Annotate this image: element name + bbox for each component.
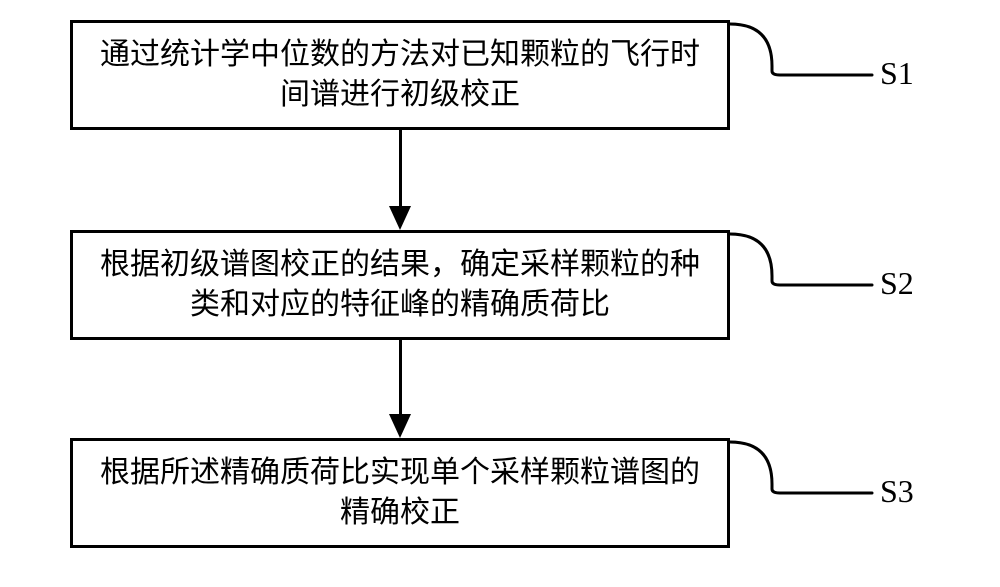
- step-label-s1: S1: [880, 55, 914, 92]
- arrow-line-s1-s2: [399, 130, 402, 206]
- label-connector-s2: [730, 234, 872, 285]
- step-box-s3: 根据所述精确质荷比实现单个采样颗粒谱图的精确校正: [70, 438, 730, 548]
- step-box-s2: 根据初级谱图校正的结果，确定采样颗粒的种类和对应的特征峰的精确质荷比: [70, 230, 730, 340]
- label-connector-s3: [730, 442, 872, 493]
- arrow-line-s2-s3: [399, 340, 402, 414]
- label-connector-s1: [730, 24, 872, 75]
- step-text-s2: 根据初级谱图校正的结果，确定采样颗粒的种类和对应的特征峰的精确质荷比: [91, 245, 709, 326]
- step-text-s1: 通过统计学中位数的方法对已知颗粒的飞行时间谱进行初级校正: [91, 35, 709, 116]
- step-text-s3: 根据所述精确质荷比实现单个采样颗粒谱图的精确校正: [91, 453, 709, 534]
- arrow-head-s2-s3: [389, 414, 411, 438]
- step-label-s2: S2: [880, 265, 914, 302]
- arrow-head-s1-s2: [389, 206, 411, 230]
- step-box-s1: 通过统计学中位数的方法对已知颗粒的飞行时间谱进行初级校正: [70, 20, 730, 130]
- step-label-s3: S3: [880, 473, 914, 510]
- flowchart-canvas: 通过统计学中位数的方法对已知颗粒的飞行时间谱进行初级校正 根据初级谱图校正的结果…: [0, 0, 1000, 587]
